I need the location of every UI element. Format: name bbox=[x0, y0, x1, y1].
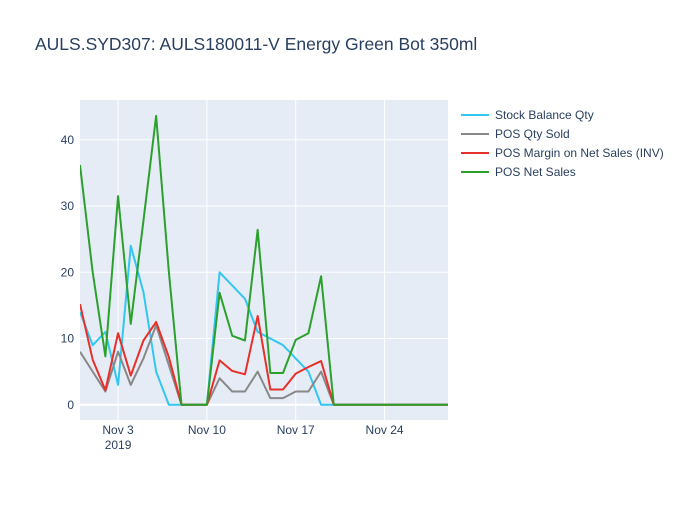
y-tick-label: 20 bbox=[61, 265, 75, 279]
gridlines bbox=[80, 100, 448, 420]
y-tick-label: 0 bbox=[67, 398, 74, 412]
legend-item-pos-qty-sold[interactable]: POS Qty Sold bbox=[461, 127, 570, 141]
x-tick-label: Nov 24 bbox=[366, 423, 404, 437]
series-line-pos-net-sales bbox=[80, 114, 448, 406]
plot-area bbox=[80, 100, 448, 420]
legend-item-pos-margin-on-net-sales-inv[interactable]: POS Margin on Net Sales (INV) bbox=[461, 146, 664, 160]
legend[interactable]: Stock Balance Qty POS Qty Sold POS Margin … bbox=[461, 108, 664, 179]
series-lines bbox=[80, 114, 448, 406]
y-tick-label: 40 bbox=[61, 133, 75, 147]
legend-label: POS Margin on Net Sales (INV) bbox=[495, 146, 664, 160]
legend-label: POS Net Sales bbox=[495, 165, 576, 179]
x-tick-label: Nov 17 bbox=[277, 423, 315, 437]
legend-label: Stock Balance Qty bbox=[495, 108, 594, 122]
y-tick-label: 30 bbox=[61, 199, 75, 213]
legend-item-pos-net-sales[interactable]: POS Net Sales bbox=[461, 165, 576, 179]
x-tick-sublabel: 2019 bbox=[105, 438, 132, 452]
legend-label: POS Qty Sold bbox=[495, 127, 570, 141]
chart-title: AULS.SYD307: AULS180011-V Energy Green B… bbox=[35, 34, 477, 54]
legend-item-stock-balance-qty[interactable]: Stock Balance Qty bbox=[461, 108, 594, 122]
x-tick-label: Nov 10 bbox=[188, 423, 226, 437]
y-tick-label: 10 bbox=[61, 332, 75, 346]
x-tick-label: Nov 3 bbox=[102, 423, 134, 437]
